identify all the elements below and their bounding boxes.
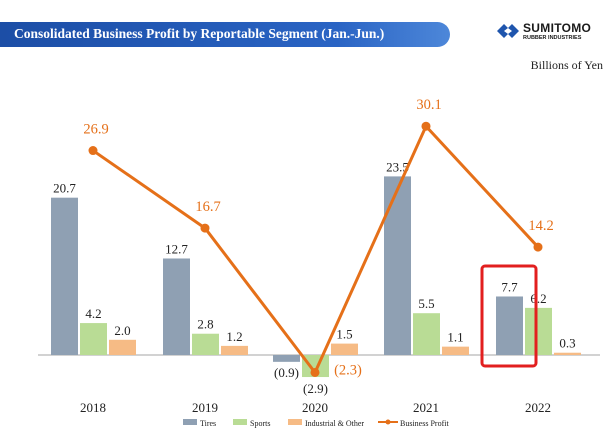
data-label-sports-2021: 5.5 [418,296,434,311]
legend-label-business-profit: Business Profit [400,419,449,428]
data-label-sports-2019: 2.8 [197,317,213,332]
bar-tires-2020 [273,355,300,362]
legend-swatch-industrial-other [288,419,302,425]
x-tick-label-2018: 2018 [80,400,106,415]
logo-word: SUMITOMO [523,21,592,35]
title-bar: Consolidated Business Profit by Reportab… [0,22,450,47]
data-label-business-profit-2018: 26.9 [83,122,108,138]
legend-label-tires: Tires [200,419,216,428]
sumitomo-logo-icon [497,24,519,38]
data-label-tires-2019: 12.7 [165,241,188,256]
data-label-tires-2020: (0.9) [274,365,299,380]
x-tick-label-2022: 2022 [525,400,551,415]
logo-subtitle: RUBBER INDUSTRIES [523,35,582,41]
data-label-business-profit-2022: 14.2 [528,218,553,234]
x-tick-label-2021: 2021 [413,400,439,415]
bar-tires-2019 [163,258,190,355]
bar-industrial-other-2022 [554,352,581,355]
point-business-profit-2019 [200,223,210,233]
data-label-business-profit-2021: 30.1 [416,97,441,113]
bar-sports-2021 [413,313,440,355]
data-label-industrial-other-2020: 1.5 [336,327,352,342]
data-label-sports-2018: 4.2 [85,306,101,321]
bar-tires-2018 [51,197,78,355]
units-label: Billions of Yen [530,58,603,72]
point-business-profit-2021 [421,121,431,131]
bar-industrial-other-2018 [109,339,136,355]
line-business-profit [92,124,540,374]
bar-industrial-other-2020 [331,343,358,355]
legend-swatch-sports [233,419,247,425]
bar-tires-2022 [496,296,523,355]
legend-marker-business-profit [385,419,391,425]
legend-label-industrial-other: Industrial & Other [305,419,364,428]
data-label-industrial-other-2019: 1.2 [226,329,242,344]
chart-title: Consolidated Business Profit by Reportab… [14,26,385,41]
bar-industrial-other-2019 [221,345,248,355]
bar-sports-2019 [192,333,219,355]
data-label-industrial-other-2018: 2.0 [114,323,130,338]
data-label-industrial-other-2022: 0.3 [559,336,575,351]
data-label-tires-2021: 23.5 [386,159,409,174]
point-business-profit-2022 [533,242,543,252]
x-tick-label-2020: 2020 [302,400,328,415]
data-label-tires-2022: 7.7 [501,279,518,294]
highlight-box-2022 [480,264,538,368]
data-label-tires-2018: 20.7 [53,181,76,196]
data-label-business-profit-2020: (2.3) [334,362,362,378]
bar-sports-2020 [302,355,329,378]
data-label-industrial-other-2021: 1.1 [447,330,463,345]
company-logo: SUMITOMO RUBBER INDUSTRIES [495,20,610,46]
data-label-business-profit-2019: 16.7 [195,199,220,215]
data-label-sports-2020: (2.9) [303,381,328,396]
bar-tires-2021 [384,176,411,355]
x-tick-label-2019: 2019 [192,400,218,415]
bar-sports-2022 [525,307,552,355]
point-business-profit-2020 [310,367,320,377]
bar-industrial-other-2021 [442,346,469,355]
legend-label-sports: Sports [250,419,270,428]
data-label-sports-2022: 6.2 [530,291,546,306]
point-business-profit-2018 [88,146,98,156]
bar-sports-2018 [80,323,107,355]
legend-swatch-tires [183,419,197,425]
